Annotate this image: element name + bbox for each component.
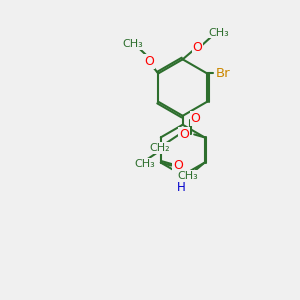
Text: CH₃: CH₃ — [123, 39, 143, 49]
Text: H: H — [177, 181, 186, 194]
Text: CH₃: CH₃ — [178, 171, 199, 181]
Text: CH₃: CH₃ — [135, 159, 155, 169]
Text: O: O — [193, 41, 202, 54]
Text: O: O — [173, 159, 183, 172]
Text: O: O — [191, 112, 201, 124]
Text: N: N — [176, 175, 186, 188]
Text: CH₂: CH₂ — [150, 143, 170, 153]
Text: Br: Br — [216, 67, 231, 80]
Text: CH₃: CH₃ — [208, 28, 229, 38]
Text: O: O — [144, 55, 154, 68]
Text: O: O — [179, 128, 189, 141]
